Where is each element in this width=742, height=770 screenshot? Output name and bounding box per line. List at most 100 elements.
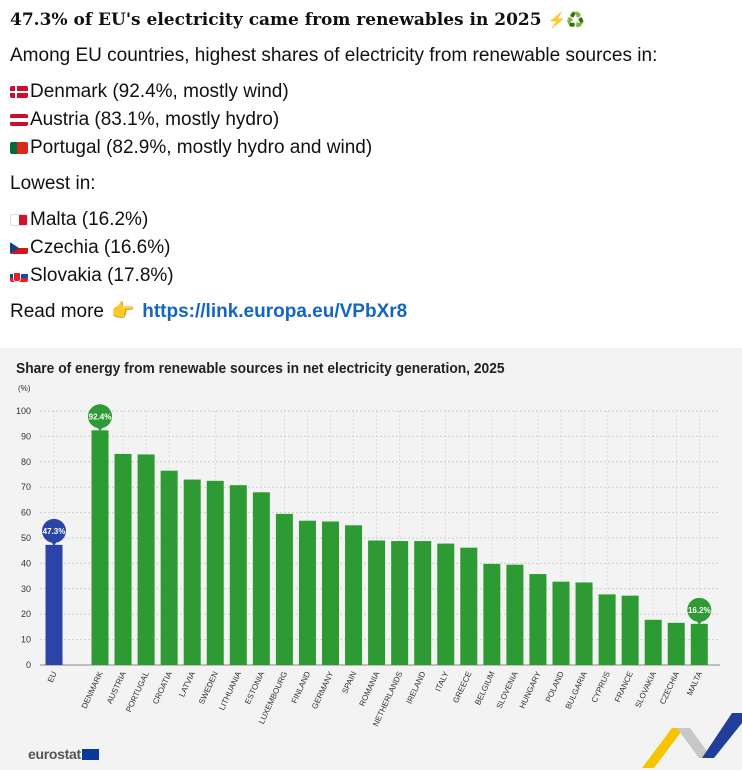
x-tick-label: CROATIA <box>151 669 174 705</box>
x-tick-label: LATVIA <box>177 669 197 698</box>
bar-czechia <box>667 622 685 665</box>
lowest-item-czechia: Czechia (16.6%) <box>10 234 732 262</box>
lightning-recycle-emoji-icon: ⚡♻️ <box>547 11 585 29</box>
x-tick-label: ITALY <box>434 669 451 692</box>
slovakia-flag-icon <box>10 270 28 282</box>
highest-item-portugal: Portugal (82.9%, mostly hydro and wind) <box>10 134 732 162</box>
bar-france <box>621 595 639 665</box>
bar-ireland <box>414 541 432 665</box>
bar-hungary <box>529 574 547 665</box>
bar-estonia <box>252 492 270 665</box>
x-tick-label: AUSTRIA <box>105 669 128 705</box>
intro-text: Among EU countries, highest shares of el… <box>10 45 658 66</box>
bar-greece <box>460 547 478 665</box>
callout-bubble <box>687 597 712 622</box>
x-tick-label: ESTONIA <box>243 669 266 705</box>
eurostat-corner-graphic <box>642 713 742 768</box>
x-tick-label: LITHUANIA <box>217 669 243 711</box>
y-tick-label: 80 <box>21 457 31 467</box>
read-more-text: Read more <box>10 301 104 322</box>
bar-romania <box>368 540 386 665</box>
bar-denmark <box>91 430 109 665</box>
y-tick-label: 100 <box>16 406 31 416</box>
bar-netherlands <box>391 541 409 665</box>
lowest-item-malta: Malta (16.2%) <box>10 206 732 234</box>
eurostat-logo: eurostat <box>28 746 99 762</box>
x-tick-label: FINLAND <box>290 670 313 705</box>
bar-slovakia <box>644 619 662 665</box>
bar-lithuania <box>229 485 247 665</box>
x-tick-label: SPAIN <box>340 670 358 695</box>
lowest-item-text: Czechia (16.6%) <box>30 237 171 258</box>
pointing-hand-icon: 👉 <box>111 301 135 322</box>
x-tick-label: SWEDEN <box>197 670 220 706</box>
denmark-flag-icon <box>10 86 28 98</box>
x-tick-label: ROMANIA <box>357 669 381 707</box>
y-axis-unit: (%) <box>18 384 31 393</box>
highest-item-denmark: Denmark (92.4%, mostly wind) <box>10 78 732 106</box>
bar-poland <box>552 581 570 665</box>
bar-malta <box>690 623 708 665</box>
austria-flag-icon <box>10 114 28 126</box>
highest-item-text: Austria (83.1%, mostly hydro) <box>30 109 280 130</box>
x-tick-label: CZECHIA <box>658 669 681 705</box>
x-tick-label: GREECE <box>451 670 473 704</box>
x-tick-label: CYPRUS <box>590 670 612 704</box>
highest-item-text: Denmark (92.4%, mostly wind) <box>30 81 289 102</box>
x-tick-label: PORTUGAL <box>124 670 151 714</box>
read-more-line: Read more 👉 https://link.europa.eu/VPbXr… <box>10 298 732 326</box>
bar-belgium <box>483 563 501 665</box>
bar-finland <box>298 520 316 665</box>
x-tick-label: EU <box>46 670 59 684</box>
bar-bulgaria <box>575 582 593 665</box>
y-tick-label: 40 <box>21 558 31 568</box>
callout-bubble <box>88 404 112 429</box>
bar-italy <box>437 543 455 665</box>
x-tick-label: MALTA <box>685 669 704 697</box>
portugal-flag-icon <box>10 142 28 154</box>
y-tick-label: 0 <box>26 660 31 670</box>
chart-title: Share of energy from renewable sources i… <box>16 360 505 377</box>
czechia-flag-icon <box>10 242 28 254</box>
post-body: 47.3% of EU's electricity came from rene… <box>10 10 732 326</box>
x-tick-label: HUNGARY <box>518 669 543 710</box>
x-tick-label: IRELAND <box>405 670 428 705</box>
eurostat-logo-text: eurostat <box>28 746 81 762</box>
bar-sweden <box>206 480 224 665</box>
malta-flag-icon <box>10 214 28 226</box>
eu-flag-icon <box>81 749 99 760</box>
bar-eu <box>45 544 63 665</box>
callout-bubble <box>42 518 66 543</box>
bar-portugal <box>137 454 155 665</box>
callout-label: 47.3% <box>43 527 66 536</box>
y-tick-label: 30 <box>21 584 31 594</box>
lowest-item-text: Slovakia (17.8%) <box>30 265 174 286</box>
callout-label: 16.2% <box>688 606 711 615</box>
bar-austria <box>114 453 132 665</box>
post-title-text: 47.3% of EU's electricity came from rene… <box>10 10 542 30</box>
x-tick-label: SLOVENIA <box>495 669 520 710</box>
y-tick-label: 60 <box>21 508 31 518</box>
callout-label: 92.4% <box>89 412 112 421</box>
lowest-label: Lowest in: <box>10 173 96 194</box>
x-tick-label: GERMANY <box>310 669 336 710</box>
x-tick-label: SLOVAKIA <box>633 669 658 709</box>
highest-item-austria: Austria (83.1%, mostly hydro) <box>10 106 732 134</box>
bar-cyprus <box>598 594 616 665</box>
y-tick-label: 10 <box>21 635 31 645</box>
y-tick-label: 20 <box>21 609 31 619</box>
bar-croatia <box>160 470 178 665</box>
bar-slovenia <box>506 564 524 665</box>
y-tick-label: 50 <box>21 533 31 543</box>
chart-image: Share of energy from renewable sources i… <box>0 348 742 770</box>
bar-spain <box>345 525 363 665</box>
bar-latvia <box>183 479 201 665</box>
read-more-link[interactable]: https://link.europa.eu/VPbXr8 <box>142 301 408 322</box>
highest-item-text: Portugal (82.9%, mostly hydro and wind) <box>30 137 373 158</box>
y-tick-label: 90 <box>21 431 31 441</box>
post-title: 47.3% of EU's electricity came from rene… <box>10 10 732 30</box>
bar-germany <box>322 521 339 665</box>
lowest-item-text: Malta (16.2%) <box>30 209 149 230</box>
x-tick-label: POLAND <box>544 670 566 704</box>
